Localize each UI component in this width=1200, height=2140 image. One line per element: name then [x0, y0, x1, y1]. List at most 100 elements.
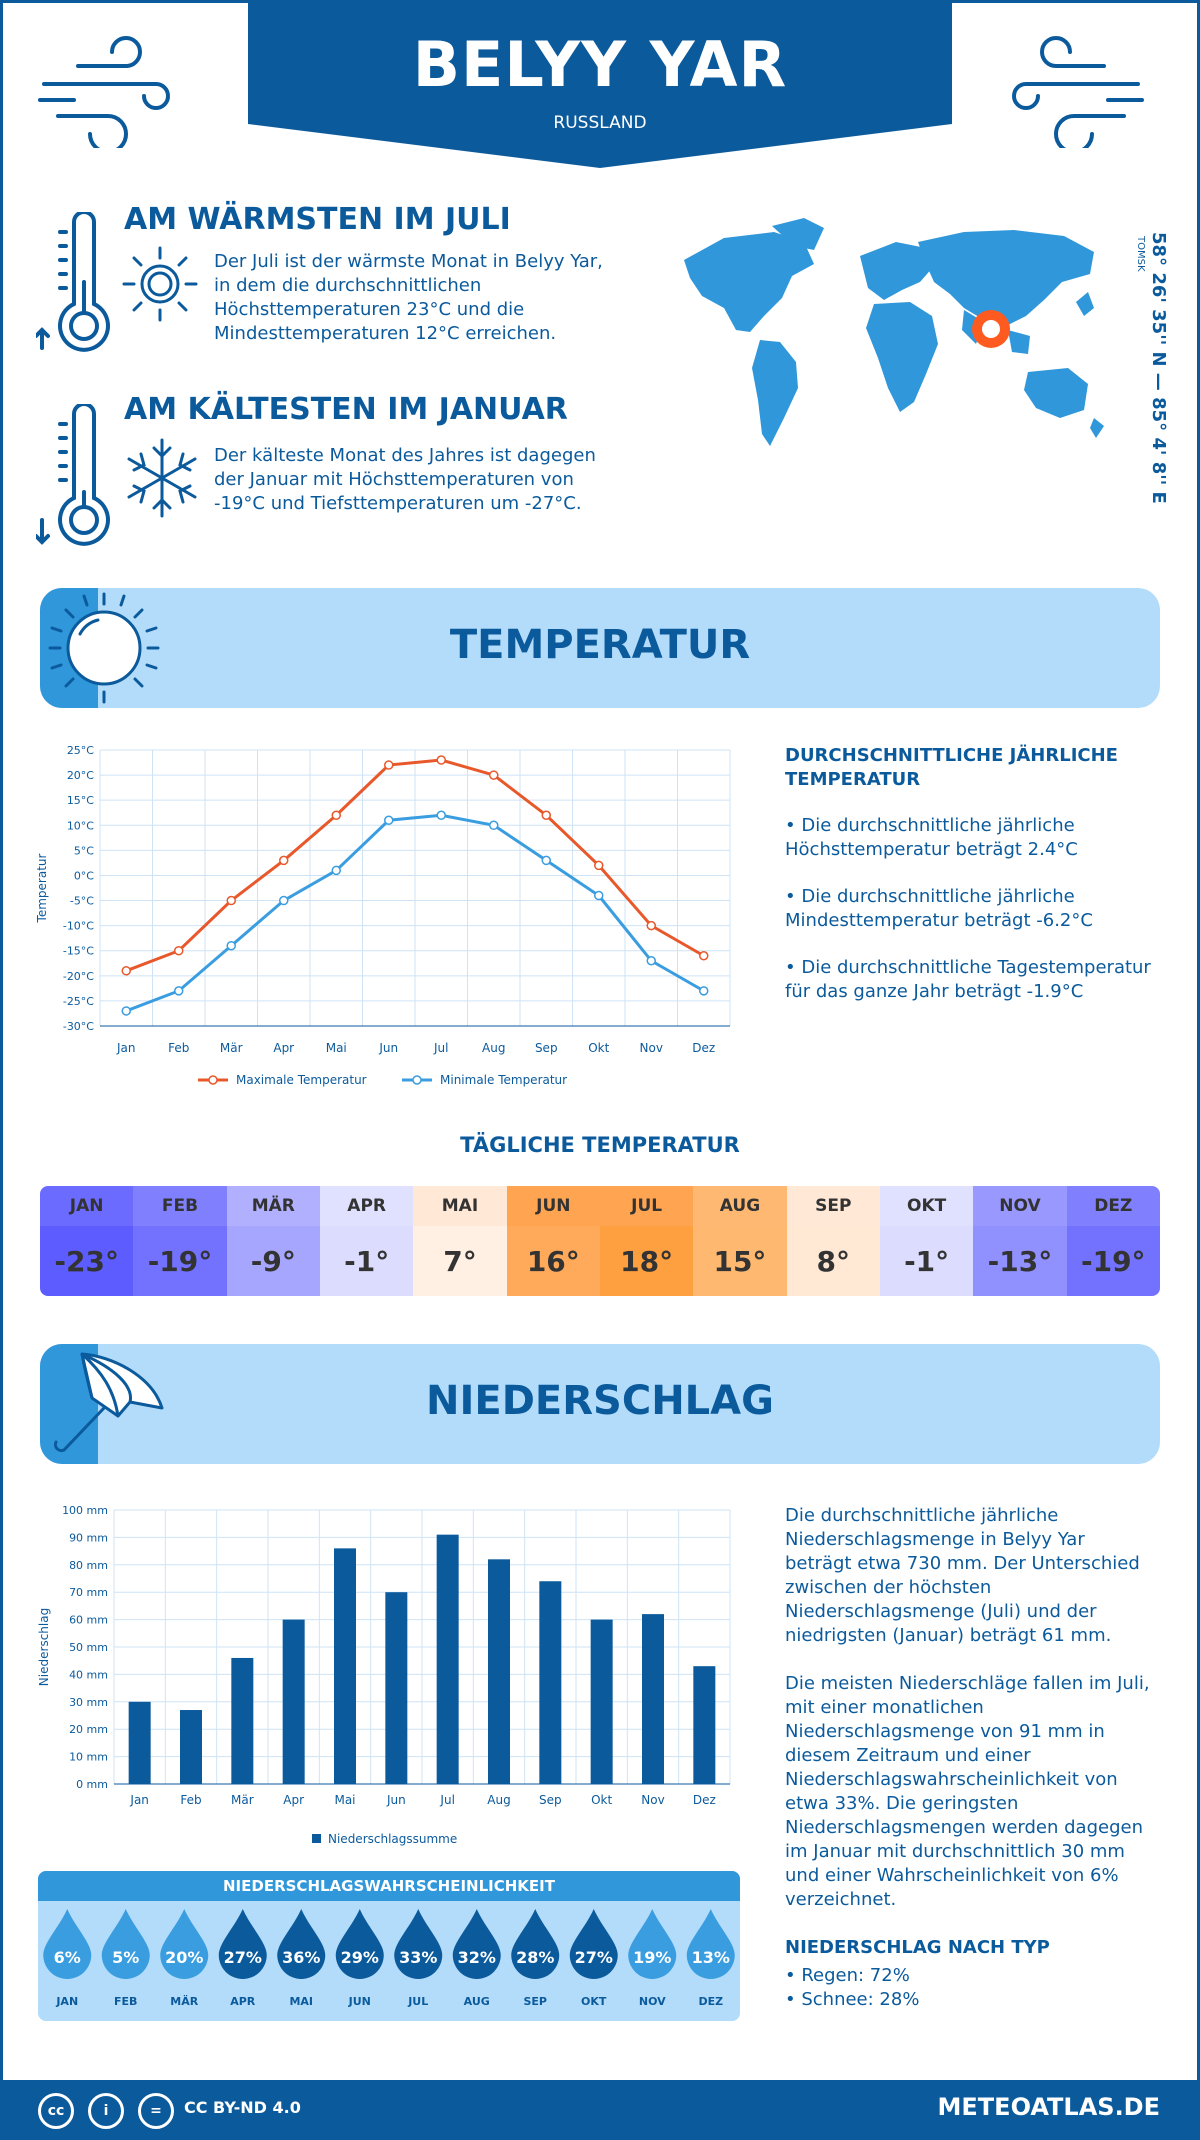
- probability-value: 27%: [575, 1948, 613, 1967]
- data-point: [384, 760, 394, 770]
- daily-month-label: NOV: [973, 1186, 1067, 1226]
- precip-summary-line: Niederschlagsmenge von 91 mm in: [785, 1721, 1105, 1742]
- probability-value: 6%: [54, 1948, 81, 1967]
- daily-month-label: OKT: [879, 1186, 974, 1226]
- daily-month-label: FEB: [133, 1186, 227, 1226]
- y-axis-label: Temperatur: [35, 853, 49, 923]
- summary-bullet: • Die durchschnittliche Tagestemperatur: [785, 957, 1151, 978]
- probability-month: JUL: [407, 1995, 428, 2008]
- daily-temp-value: -9°: [226, 1226, 320, 1296]
- daily-temp-value: 7°: [413, 1226, 507, 1296]
- temperature-chart: -30°C -25°C -20°C -15°C -10°C -5°C 0°C 5°C 10°C 1…: [35, 744, 731, 1087]
- raindrop-icon: [160, 1909, 209, 1979]
- probability-month: MAI: [289, 1995, 313, 2008]
- min-temp-line: [125, 813, 705, 1013]
- daily-temp-value: 15°: [693, 1226, 787, 1296]
- summary-bullet: Höchsttemperatur beträgt 2.4°C: [785, 839, 1078, 860]
- location-marker: [972, 310, 1010, 348]
- y-tick-label: 0°C: [74, 869, 94, 882]
- data-point: [646, 920, 656, 931]
- precip-bar: [231, 1657, 254, 1784]
- precip-summary-line: im Januar mit durchschnittlich 30 mm: [785, 1841, 1125, 1862]
- data-point: [331, 865, 341, 876]
- page-title: BELYY YAR: [412, 28, 788, 101]
- raindrop-icon: [218, 1909, 267, 1979]
- precip-summary-line: verzeichnet.: [785, 1889, 897, 1910]
- legend-label: Niederschlagssumme: [328, 1832, 457, 1846]
- y-tick-label: 10 mm: [69, 1751, 108, 1764]
- umbrella-icon: [53, 1352, 164, 1453]
- y-axis-label: Niederschlag: [37, 1608, 51, 1686]
- probability-value: 36%: [282, 1948, 320, 1967]
- raindrop-icon: [686, 1909, 735, 1979]
- data-point: [279, 895, 289, 906]
- precip-summary-line: Die meisten Niederschläge fallen im Juli…: [785, 1673, 1150, 1694]
- thermometer-warm-icon: [36, 212, 110, 352]
- daily-month-column: JUL 18°: [599, 1186, 694, 1296]
- summary-title: TEMPERATUR: [785, 769, 921, 790]
- y-tick-label: 5°C: [74, 844, 94, 857]
- precip-summary-line: niedrigsten (Januar) beträgt 61 mm.: [785, 1625, 1112, 1646]
- daily-month-column: SEP 8°: [786, 1186, 880, 1296]
- x-tick-label: Sep: [539, 1793, 562, 1807]
- warmest-text: Der Juli ist der wärmste Monat in Belyy …: [214, 250, 614, 346]
- x-tick-label: Mär: [231, 1793, 254, 1807]
- probability-drops: 6% JAN 5% FEB 20% MÄR 27% APR 36% MAI 29% JUN 33% JUL…: [43, 1909, 735, 2008]
- data-point: [121, 1006, 131, 1016]
- legend-marker: [412, 1075, 422, 1085]
- daily-month-column: MAI 7°: [413, 1186, 507, 1296]
- summary-bullet: Mindesttemperatur beträgt -6.2°C: [785, 910, 1093, 931]
- y-tick-label: 15°C: [67, 794, 94, 807]
- daily-month-column: APR -1°: [319, 1186, 414, 1296]
- precip-summary-line: Die durchschnittliche jährliche: [785, 1505, 1059, 1526]
- world-map: [684, 218, 1104, 446]
- precipitation-summary: Die durchschnittliche jährliche Niedersch…: [785, 1504, 1175, 2012]
- data-point: [436, 810, 446, 820]
- daily-month-column: MÄR -9°: [226, 1186, 320, 1296]
- raindrop-icon: [277, 1909, 326, 1979]
- precip-summary-line: Niederschlagsmenge (Juli) und der: [785, 1601, 1097, 1622]
- x-tick-label: Sep: [535, 1041, 558, 1055]
- x-tick-label: Jun: [378, 1041, 398, 1055]
- site-link[interactable]: METEOATLAS.DE: [937, 2093, 1160, 2121]
- raindrop-icon: [394, 1909, 443, 1979]
- footer: [0, 2080, 1200, 2140]
- coldest-line: der Januar mit Höchsttemperaturen von: [214, 469, 574, 490]
- precip-bar: [590, 1619, 613, 1784]
- data-point: [541, 855, 551, 866]
- precip-summary-line: und einer Wahrscheinlichkeit von 6%: [785, 1865, 1119, 1886]
- legend-swatch: [312, 1834, 321, 1843]
- country-label: RUSSLAND: [553, 113, 647, 133]
- attribution-icon: i: [88, 2093, 124, 2129]
- precip-summary-line: beträgt etwa 730 mm. Der Unterschied: [785, 1553, 1140, 1574]
- x-tick-label: Dez: [693, 1793, 716, 1807]
- daily-month-column: OKT -1°: [879, 1186, 974, 1296]
- data-point: [226, 895, 236, 906]
- daily-month-label: JUN: [506, 1186, 600, 1226]
- probability-value: 19%: [633, 1948, 671, 1967]
- precip-bar: [180, 1710, 202, 1784]
- daily-month-column: JAN -23°: [40, 1186, 134, 1296]
- y-tick-label: 60 mm: [69, 1614, 108, 1627]
- x-tick-label: Jan: [116, 1041, 136, 1055]
- data-point: [174, 945, 184, 956]
- y-tick-label: 90 mm: [69, 1531, 108, 1544]
- y-tick-label: 40 mm: [69, 1668, 108, 1681]
- coldest-title: AM KÄLTESTEN IM JANUAR: [124, 392, 568, 427]
- precip-type-title: NIEDERSCHLAG NACH TYP: [785, 1937, 1050, 1958]
- x-tick-label: Nov: [640, 1041, 663, 1055]
- no-derivatives-icon: =: [138, 2093, 174, 2129]
- y-tick-label: -25°C: [63, 995, 94, 1008]
- y-tick-label: -30°C: [63, 1020, 94, 1033]
- data-point: [279, 855, 289, 866]
- precip-type-snow: • Schnee: 28%: [785, 1989, 920, 2010]
- x-tick-label: Mär: [220, 1041, 243, 1055]
- probability-month: APR: [230, 1995, 256, 2008]
- coldest-line: -19°C und Tiefsttemperaturen um -27°C.: [214, 493, 582, 514]
- x-tick-label: Jun: [386, 1793, 406, 1807]
- x-tick-label: Jul: [433, 1041, 448, 1055]
- raindrop-icon: [452, 1909, 501, 1979]
- temperature-title: TEMPERATUR: [449, 622, 751, 668]
- region-label: TOMSK: [1135, 236, 1146, 272]
- warmest-line: Mindesttemperaturen 12°C erreichen.: [214, 323, 557, 344]
